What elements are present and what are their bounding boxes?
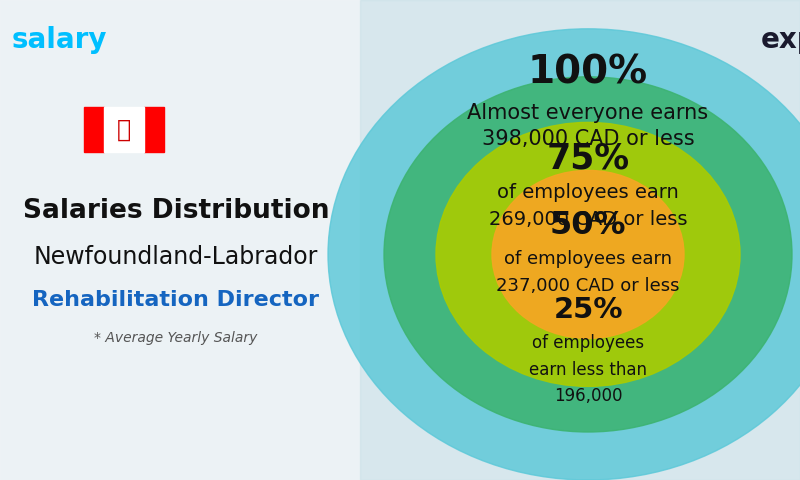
Text: salary: salary (12, 26, 107, 54)
Ellipse shape (384, 77, 792, 432)
Text: 75%: 75% (546, 142, 630, 175)
Text: earn less than: earn less than (529, 360, 647, 379)
Bar (104, 107, 144, 153)
Text: 196,000: 196,000 (554, 387, 622, 405)
Text: of employees earn: of employees earn (504, 250, 672, 268)
Text: of employees earn: of employees earn (497, 183, 679, 203)
Text: * Average Yearly Salary: * Average Yearly Salary (94, 331, 258, 346)
Text: 398,000 CAD or less: 398,000 CAD or less (482, 129, 694, 149)
Text: Rehabilitation Director: Rehabilitation Director (33, 290, 319, 310)
Text: Salaries Distribution: Salaries Distribution (22, 198, 330, 224)
Text: of employees: of employees (532, 334, 644, 352)
Text: 100%: 100% (528, 53, 648, 91)
Ellipse shape (492, 170, 684, 338)
Text: 50%: 50% (550, 210, 626, 241)
Ellipse shape (328, 29, 800, 480)
Text: 🍁: 🍁 (117, 118, 131, 142)
Text: Newfoundland-Labrador: Newfoundland-Labrador (34, 245, 318, 269)
Bar (0, 0, 360, 480)
Text: 269,000 CAD or less: 269,000 CAD or less (489, 210, 687, 229)
Ellipse shape (436, 122, 740, 386)
Text: explorer: explorer (761, 26, 800, 54)
Bar (84, 107, 104, 153)
Bar (144, 107, 164, 153)
Bar (360, 0, 800, 480)
Text: 25%: 25% (554, 296, 622, 324)
Text: Almost everyone earns: Almost everyone earns (467, 103, 709, 123)
Text: 237,000 CAD or less: 237,000 CAD or less (496, 276, 680, 295)
